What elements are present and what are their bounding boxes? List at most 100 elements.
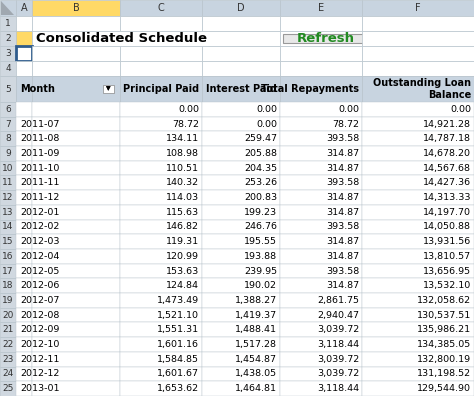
Bar — [0, 117, 16, 131]
Text: 2013-01: 2013-01 — [20, 384, 60, 393]
Bar — [16, 205, 32, 220]
Bar — [202, 146, 280, 161]
Bar — [0, 308, 16, 322]
Bar — [16, 381, 32, 396]
Text: D: D — [237, 3, 245, 13]
Bar — [32, 264, 120, 278]
Text: 132,800.19: 132,800.19 — [417, 355, 471, 364]
Bar — [202, 337, 280, 352]
Bar — [202, 293, 280, 308]
Bar — [0, 234, 16, 249]
Bar — [0, 31, 16, 46]
Bar — [16, 76, 32, 102]
Bar — [0, 220, 16, 234]
Bar — [32, 175, 120, 190]
Text: 7: 7 — [5, 120, 11, 129]
Text: 1,517.28: 1,517.28 — [235, 340, 277, 349]
Bar — [120, 190, 202, 205]
Text: ▼: ▼ — [106, 86, 110, 91]
Bar — [16, 31, 32, 46]
Text: 1,601.67: 1,601.67 — [157, 369, 199, 379]
Bar — [103, 85, 114, 93]
Bar — [0, 16, 16, 31]
Text: 3: 3 — [5, 49, 11, 58]
Text: 190.02: 190.02 — [244, 281, 277, 290]
Text: 1,521.10: 1,521.10 — [157, 310, 199, 320]
Bar — [16, 352, 32, 367]
Bar — [120, 131, 202, 146]
Bar — [280, 161, 362, 175]
Text: 314.87: 314.87 — [326, 149, 359, 158]
Bar — [16, 46, 32, 61]
Bar — [362, 102, 474, 117]
Text: 0.00: 0.00 — [178, 105, 199, 114]
Bar — [362, 175, 474, 190]
Bar — [16, 234, 32, 249]
Bar — [362, 249, 474, 264]
Bar — [0, 61, 16, 76]
Bar — [202, 61, 280, 76]
Text: 200.83: 200.83 — [244, 193, 277, 202]
Text: 146.82: 146.82 — [166, 223, 199, 231]
Bar — [16, 337, 32, 352]
Text: 1,419.37: 1,419.37 — [235, 310, 277, 320]
Bar — [280, 352, 362, 367]
Bar — [280, 117, 362, 131]
Text: 1,388.27: 1,388.27 — [235, 296, 277, 305]
Bar — [202, 278, 280, 293]
Text: 14,787.18: 14,787.18 — [423, 134, 471, 143]
Text: 2012-02: 2012-02 — [20, 223, 59, 231]
Bar — [362, 234, 474, 249]
Bar — [362, 352, 474, 367]
Bar — [202, 0, 280, 16]
Bar — [120, 220, 202, 234]
Bar — [280, 381, 362, 396]
Bar — [120, 146, 202, 161]
Text: 24: 24 — [2, 369, 14, 379]
Text: 2012-04: 2012-04 — [20, 252, 59, 261]
Bar — [280, 16, 362, 31]
Text: 0.00: 0.00 — [338, 105, 359, 114]
Text: 14,427.36: 14,427.36 — [423, 178, 471, 187]
Text: 2012-11: 2012-11 — [20, 355, 59, 364]
Bar — [202, 352, 280, 367]
Text: 193.88: 193.88 — [244, 252, 277, 261]
Bar — [362, 220, 474, 234]
Bar — [32, 31, 280, 46]
Text: 14,567.68: 14,567.68 — [423, 164, 471, 173]
Bar — [202, 117, 280, 131]
Bar — [0, 0, 16, 16]
Text: 16: 16 — [2, 252, 14, 261]
Text: 23: 23 — [2, 355, 14, 364]
Bar — [32, 76, 120, 102]
Text: 1,454.87: 1,454.87 — [235, 355, 277, 364]
Bar — [362, 322, 474, 337]
Text: ▼: ▼ — [106, 86, 110, 91]
Text: 314.87: 314.87 — [326, 237, 359, 246]
Text: 3,118.44: 3,118.44 — [317, 340, 359, 349]
Text: 108.98: 108.98 — [166, 149, 199, 158]
Bar — [32, 234, 120, 249]
Text: 14,313.33: 14,313.33 — [422, 193, 471, 202]
Bar — [280, 220, 362, 234]
Bar — [0, 293, 16, 308]
Bar — [32, 337, 120, 352]
Bar — [32, 381, 120, 396]
Bar — [280, 61, 362, 76]
Text: 19: 19 — [2, 296, 14, 305]
Bar — [280, 278, 362, 293]
Bar — [362, 293, 474, 308]
Bar — [202, 161, 280, 175]
Bar — [0, 264, 16, 278]
Bar — [202, 308, 280, 322]
Text: 2012-01: 2012-01 — [20, 208, 59, 217]
Bar — [120, 322, 202, 337]
Text: 115.63: 115.63 — [166, 208, 199, 217]
Bar — [32, 190, 120, 205]
Bar — [362, 381, 474, 396]
Bar — [362, 337, 474, 352]
Text: 314.87: 314.87 — [326, 208, 359, 217]
Text: 22: 22 — [2, 340, 14, 349]
Bar — [362, 61, 474, 76]
Text: 2012-09: 2012-09 — [20, 326, 59, 334]
